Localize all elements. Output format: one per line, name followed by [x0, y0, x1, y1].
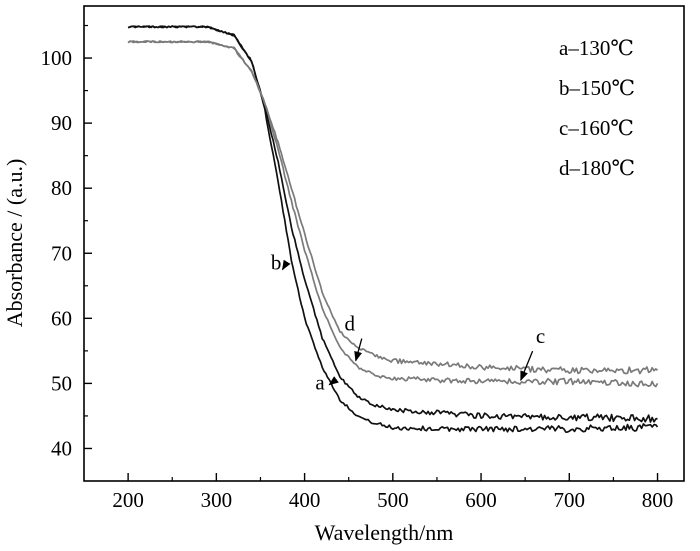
x-tick-label: 400	[289, 488, 321, 512]
x-tick-label: 200	[112, 488, 144, 512]
x-tick-label: 500	[377, 488, 409, 512]
x-axis-title: Wavelength/nm	[315, 520, 454, 545]
legend: a–130℃ b–150℃ c–160℃ d–180℃	[559, 36, 635, 180]
legend-entry: c–160℃	[559, 116, 634, 140]
legend-entry: a–130℃	[559, 36, 634, 60]
y-axis-title: Absorbance / (a.u.)	[2, 159, 27, 328]
legend-entry: d–180℃	[559, 156, 635, 180]
legend-entry: b–150℃	[559, 76, 635, 100]
curve-label-a: a	[315, 371, 325, 395]
y-tick-label: 50	[51, 371, 72, 395]
plot-frame	[83, 5, 685, 482]
series-line-b	[127, 25, 658, 423]
y-tick-label: 60	[51, 306, 72, 330]
annotation-arrow-c	[520, 350, 534, 382]
y-tick-label: 100	[41, 46, 73, 70]
y-tick-label: 80	[51, 176, 72, 200]
annotation-arrow-d	[354, 338, 363, 362]
series-line-d	[127, 40, 659, 375]
x-tick-label: 600	[465, 488, 497, 512]
annotation-arrow-b	[281, 259, 291, 271]
y-tick-label: 40	[51, 436, 72, 460]
curve-annotations: a b c d	[271, 251, 545, 395]
curve-label-b: b	[271, 251, 282, 275]
y-tick-label: 70	[51, 241, 72, 265]
x-tick-label: 700	[554, 488, 586, 512]
axis-ticks: 200 300 400 500 600 700 800 40 50 60 70 80 90 100	[41, 24, 674, 512]
curve-label-d: d	[345, 312, 356, 336]
curve-label-c: c	[536, 324, 545, 348]
x-tick-label: 300	[201, 488, 233, 512]
annotation-arrow-a	[328, 376, 339, 386]
x-tick-label: 800	[642, 488, 674, 512]
series-lines	[127, 25, 659, 433]
y-tick-label: 90	[51, 111, 72, 135]
